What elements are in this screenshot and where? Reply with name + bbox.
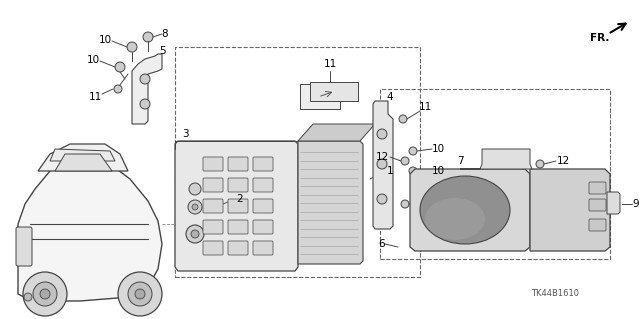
Circle shape — [140, 99, 150, 109]
FancyBboxPatch shape — [228, 178, 248, 192]
Text: 4: 4 — [387, 92, 394, 102]
FancyBboxPatch shape — [253, 241, 273, 255]
Text: FR.: FR. — [590, 33, 610, 43]
Circle shape — [40, 289, 50, 299]
Polygon shape — [298, 141, 363, 264]
Text: 8: 8 — [162, 29, 168, 39]
FancyBboxPatch shape — [589, 199, 606, 211]
Polygon shape — [373, 101, 393, 229]
FancyBboxPatch shape — [253, 157, 273, 171]
FancyBboxPatch shape — [253, 178, 273, 192]
Polygon shape — [300, 84, 340, 109]
FancyBboxPatch shape — [253, 220, 273, 234]
FancyBboxPatch shape — [228, 199, 248, 213]
Circle shape — [377, 129, 387, 139]
Circle shape — [401, 200, 409, 208]
Circle shape — [128, 282, 152, 306]
Text: 12: 12 — [556, 156, 570, 166]
Circle shape — [186, 225, 204, 243]
Circle shape — [127, 42, 137, 52]
Polygon shape — [175, 141, 298, 271]
FancyBboxPatch shape — [228, 220, 248, 234]
Text: 10: 10 — [431, 166, 445, 176]
Polygon shape — [460, 149, 532, 169]
Text: 11: 11 — [88, 92, 102, 102]
FancyBboxPatch shape — [203, 199, 223, 213]
FancyBboxPatch shape — [203, 157, 223, 171]
Ellipse shape — [425, 198, 485, 240]
Circle shape — [33, 282, 57, 306]
Text: 9: 9 — [633, 199, 639, 209]
Circle shape — [191, 230, 199, 238]
Text: 11: 11 — [419, 102, 431, 112]
Circle shape — [377, 159, 387, 169]
Polygon shape — [50, 149, 115, 161]
Polygon shape — [530, 169, 610, 251]
Circle shape — [114, 85, 122, 93]
Polygon shape — [298, 124, 375, 141]
Text: 10: 10 — [99, 35, 111, 45]
Text: TK44B1610: TK44B1610 — [531, 290, 579, 299]
Circle shape — [23, 272, 67, 316]
Circle shape — [409, 167, 417, 175]
FancyBboxPatch shape — [203, 220, 223, 234]
Circle shape — [399, 115, 407, 123]
Ellipse shape — [420, 176, 510, 244]
Polygon shape — [132, 54, 162, 124]
Circle shape — [118, 272, 162, 316]
Circle shape — [536, 160, 544, 168]
Text: 3: 3 — [182, 129, 188, 139]
Circle shape — [24, 293, 32, 301]
FancyBboxPatch shape — [203, 241, 223, 255]
Circle shape — [377, 194, 387, 204]
Text: 10: 10 — [431, 144, 445, 154]
Polygon shape — [607, 192, 620, 214]
Text: 6: 6 — [379, 239, 385, 249]
Polygon shape — [38, 144, 128, 171]
FancyBboxPatch shape — [253, 199, 273, 213]
Text: 5: 5 — [159, 46, 165, 56]
Circle shape — [115, 62, 125, 72]
FancyBboxPatch shape — [589, 182, 606, 194]
Circle shape — [143, 32, 153, 42]
Circle shape — [189, 183, 201, 195]
Text: 7: 7 — [457, 156, 463, 166]
Polygon shape — [18, 159, 162, 301]
Circle shape — [188, 200, 202, 214]
Text: 2: 2 — [237, 194, 243, 204]
Circle shape — [192, 204, 198, 210]
Text: 10: 10 — [86, 55, 100, 65]
Text: 11: 11 — [323, 59, 337, 69]
Text: 1: 1 — [387, 166, 394, 176]
FancyBboxPatch shape — [16, 227, 32, 266]
Polygon shape — [55, 154, 112, 171]
FancyBboxPatch shape — [228, 241, 248, 255]
Text: 8: 8 — [427, 206, 433, 216]
Polygon shape — [410, 169, 530, 251]
Circle shape — [135, 289, 145, 299]
Text: 12: 12 — [376, 152, 388, 162]
FancyBboxPatch shape — [589, 219, 606, 231]
Circle shape — [140, 74, 150, 84]
Circle shape — [409, 147, 417, 155]
FancyBboxPatch shape — [228, 157, 248, 171]
FancyBboxPatch shape — [203, 178, 223, 192]
Circle shape — [401, 157, 409, 165]
Polygon shape — [310, 82, 358, 101]
